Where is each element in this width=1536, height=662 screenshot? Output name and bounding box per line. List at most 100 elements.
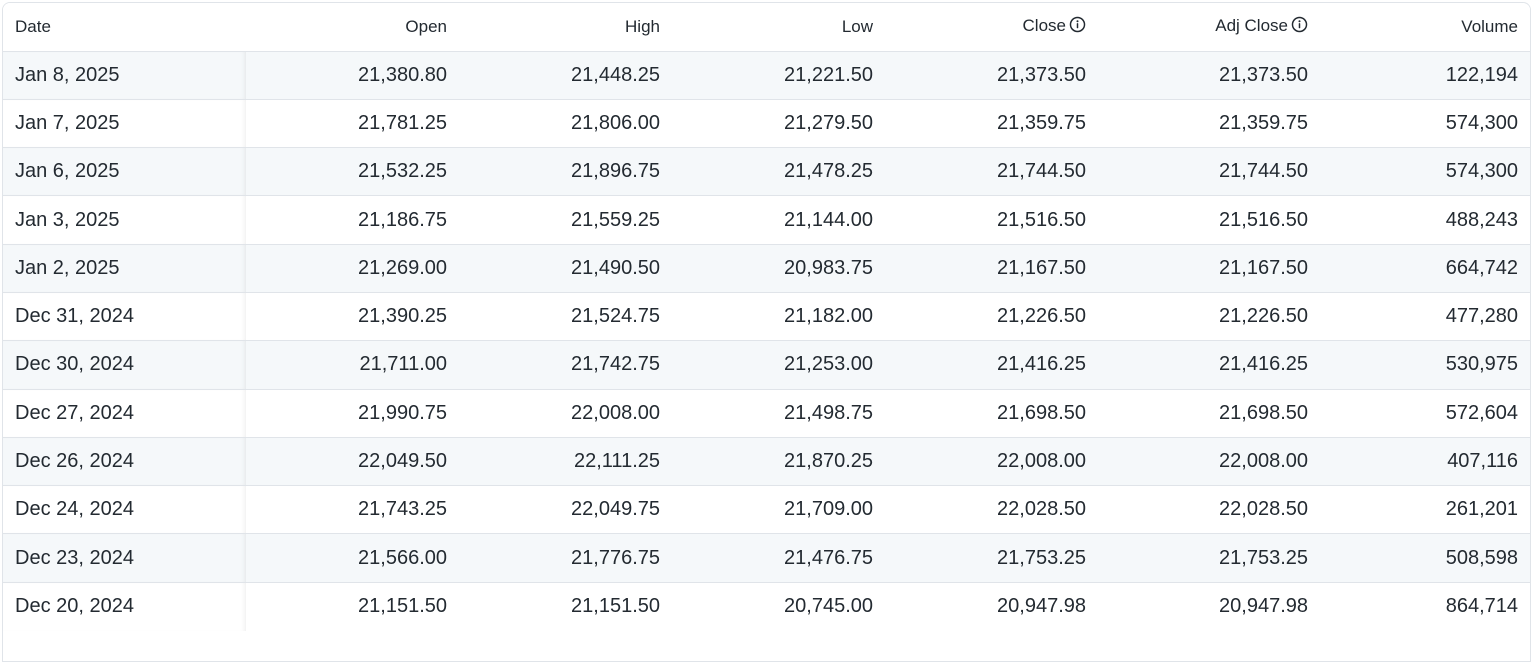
cell-low: 21,476.75 <box>672 533 885 583</box>
cell-date: Dec 24, 2024 <box>3 485 246 534</box>
cell-high: 21,448.25 <box>459 50 672 100</box>
cell-volume: 574,300 <box>1320 147 1530 196</box>
cell-close: 20,947.98 <box>885 581 1098 631</box>
cell-open: 21,566.00 <box>246 533 459 583</box>
column-header-close-label: Close <box>1022 15 1066 35</box>
cell-volume: 508,598 <box>1320 533 1530 583</box>
cell-high: 22,008.00 <box>459 388 672 438</box>
table-row: Dec 23, 2024 21,566.00 21,776.75 21,476.75 2… <box>3 533 1530 583</box>
cell-high: 21,151.50 <box>459 581 672 631</box>
cell-volume: 530,975 <box>1320 340 1530 390</box>
table-row: Jan 2, 2025 21,269.00 21,490.50 20,983.75 21… <box>3 243 1530 293</box>
column-header-open: Open <box>246 3 459 51</box>
cell-high: 21,806.00 <box>459 98 672 148</box>
cell-low: 20,745.00 <box>672 581 885 631</box>
column-header-adj-close: Adj Close <box>1098 3 1320 51</box>
cell-adj-close: 21,373.50 <box>1098 50 1320 100</box>
cell-date: Jan 6, 2025 <box>3 147 246 196</box>
column-header-low: Low <box>672 3 885 51</box>
table-row: Jan 6, 2025 21,532.25 21,896.75 21,478.25 21… <box>3 147 1530 196</box>
table-row: Dec 27, 2024 21,990.75 22,008.00 21,498.75 2… <box>3 388 1530 438</box>
cell-high: 21,776.75 <box>459 533 672 583</box>
cell-volume: 572,604 <box>1320 388 1530 438</box>
table-row: Dec 24, 2024 21,743.25 22,049.75 21,709.00 2… <box>3 485 1530 534</box>
cell-volume: 488,243 <box>1320 195 1530 245</box>
cell-close: 21,416.25 <box>885 340 1098 390</box>
cell-close: 21,516.50 <box>885 195 1098 245</box>
cell-high: 22,049.75 <box>459 485 672 534</box>
cell-low: 21,182.00 <box>672 291 885 341</box>
table-row: Jan 8, 2025 21,380.80 21,448.25 21,221.50 21… <box>3 50 1530 100</box>
cell-close: 21,753.25 <box>885 533 1098 583</box>
column-header-volume: Volume <box>1320 3 1530 51</box>
cell-adj-close: 22,008.00 <box>1098 436 1320 486</box>
cell-adj-close: 20,947.98 <box>1098 581 1320 631</box>
cell-close: 21,373.50 <box>885 50 1098 100</box>
column-header-close: Close <box>885 3 1098 51</box>
cell-low: 21,709.00 <box>672 485 885 534</box>
cell-close: 21,744.50 <box>885 147 1098 196</box>
cell-volume: 864,714 <box>1320 581 1530 631</box>
cell-open: 21,269.00 <box>246 243 459 293</box>
cell-adj-close: 21,744.50 <box>1098 147 1320 196</box>
cell-high: 21,559.25 <box>459 195 672 245</box>
cell-open: 21,743.25 <box>246 485 459 534</box>
cell-date: Dec 26, 2024 <box>3 436 246 486</box>
column-header-date-label: Date <box>15 16 51 36</box>
cell-close: 21,698.50 <box>885 388 1098 438</box>
table-row: Dec 30, 2024 21,711.00 21,742.75 21,253.00 2… <box>3 340 1530 390</box>
cell-date: Jan 8, 2025 <box>3 50 246 100</box>
cell-low: 21,478.25 <box>672 147 885 196</box>
cell-open: 21,781.25 <box>246 98 459 148</box>
cell-adj-close: 21,226.50 <box>1098 291 1320 341</box>
cell-date: Dec 31, 2024 <box>3 291 246 341</box>
column-header-high-label: High <box>625 16 660 36</box>
close-info-icon[interactable] <box>1069 16 1086 38</box>
column-header-volume-label: Volume <box>1461 16 1518 36</box>
cell-adj-close: 21,167.50 <box>1098 243 1320 293</box>
cell-date: Jan 3, 2025 <box>3 195 246 245</box>
cell-close: 21,359.75 <box>885 98 1098 148</box>
table-row: Dec 20, 2024 21,151.50 21,151.50 20,745.00 2… <box>3 581 1530 631</box>
cell-volume: 407,116 <box>1320 436 1530 486</box>
cell-adj-close: 22,028.50 <box>1098 485 1320 534</box>
cell-open: 21,186.75 <box>246 195 459 245</box>
cell-close: 21,226.50 <box>885 291 1098 341</box>
cell-open: 21,151.50 <box>246 581 459 631</box>
cell-low: 21,144.00 <box>672 195 885 245</box>
cell-volume: 664,742 <box>1320 243 1530 293</box>
historical-data-table: Date Open High Low Close Adj Close Volum… <box>3 3 1530 631</box>
cell-high: 21,896.75 <box>459 147 672 196</box>
cell-volume: 261,201 <box>1320 485 1530 534</box>
column-header-low-label: Low <box>841 16 873 36</box>
cell-low: 20,983.75 <box>672 243 885 293</box>
cell-high: 22,111.25 <box>459 436 672 486</box>
cell-low: 21,870.25 <box>672 436 885 486</box>
table-row: Dec 26, 2024 22,049.50 22,111.25 21,870.25 2… <box>3 436 1530 486</box>
column-header-adj-close-label: Adj Close <box>1215 15 1288 35</box>
cell-date: Jan 2, 2025 <box>3 243 246 293</box>
cell-adj-close: 21,753.25 <box>1098 533 1320 583</box>
cell-open: 21,390.25 <box>246 291 459 341</box>
table-row: Dec 31, 2024 21,390.25 21,524.75 21,182.00 2… <box>3 291 1530 341</box>
cell-open: 21,380.80 <box>246 50 459 100</box>
table-body: Jan 8, 2025 21,380.80 21,448.25 21,221.50 21… <box>3 50 1530 631</box>
cell-volume: 574,300 <box>1320 98 1530 148</box>
cell-open: 21,711.00 <box>246 340 459 390</box>
cell-close: 22,028.50 <box>885 485 1098 534</box>
cell-high: 21,742.75 <box>459 340 672 390</box>
adj-close-info-icon[interactable] <box>1291 16 1308 38</box>
table-row: Jan 3, 2025 21,186.75 21,559.25 21,144.00 21… <box>3 195 1530 245</box>
cell-low: 21,279.50 <box>672 98 885 148</box>
cell-open: 21,532.25 <box>246 147 459 196</box>
cell-close: 22,008.00 <box>885 436 1098 486</box>
cell-high: 21,490.50 <box>459 243 672 293</box>
column-header-open-label: Open <box>405 16 447 36</box>
cell-volume: 122,194 <box>1320 50 1530 100</box>
header-row: Date Open High Low Close Adj Close Volum… <box>3 3 1530 51</box>
table-header: Date Open High Low Close Adj Close Volum… <box>3 3 1530 51</box>
cell-date: Dec 30, 2024 <box>3 340 246 390</box>
cell-close: 21,167.50 <box>885 243 1098 293</box>
cell-date: Dec 20, 2024 <box>3 581 246 631</box>
